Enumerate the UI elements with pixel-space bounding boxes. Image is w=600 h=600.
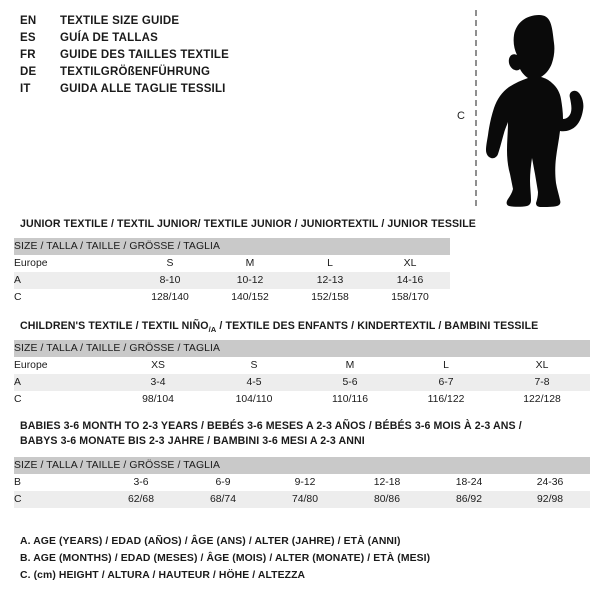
junior-size-table: SIZE / TALLA / TAILLE / GRÖSSE / TAGLIA … <box>14 238 451 306</box>
children-row-europe-v4: XL <box>494 357 591 374</box>
babies-row-c-v4: 86/92 <box>428 491 510 508</box>
table-row: Europe S M L XL <box>14 255 451 272</box>
height-dashed-line <box>475 10 477 206</box>
babies-section-heading-line2: BABYS 3-6 MONATE BIS 2-3 JAHRE / BAMBINI… <box>20 435 365 447</box>
children-heading-post: / TEXTILE DES ENFANTS / KINDERTEXTIL / B… <box>216 320 539 332</box>
children-heading-sub: /A <box>208 325 217 335</box>
junior-section-heading: JUNIOR TEXTILE / TEXTIL JUNIOR/ TEXTILE … <box>20 218 476 230</box>
babies-row-b-v5: 24-36 <box>510 474 591 491</box>
babies-row-b-v3: 12-18 <box>346 474 428 491</box>
babies-row-c-v3: 80/86 <box>346 491 428 508</box>
babies-row-b-v0: 3-6 <box>100 474 182 491</box>
height-measure-label: C <box>457 110 465 122</box>
junior-row-europe-v3: XL <box>370 255 451 272</box>
babies-row-c-v5: 92/98 <box>510 491 591 508</box>
babies-row-b-v2: 9-12 <box>264 474 346 491</box>
junior-row-europe-v1: M <box>210 255 290 272</box>
table-row: C 98/104 104/110 110/116 116/122 122/128 <box>14 391 591 408</box>
language-code-fr: FR <box>20 49 36 61</box>
children-row-a-label: A <box>14 374 110 391</box>
toddler-silhouette-icon <box>486 15 584 207</box>
language-title-de: TEXTILGRÖßENFÜHRUNG <box>60 66 211 78</box>
legend-row-b: B. AGE (MONTHS) / EDAD (MESES) / ÂGE (MO… <box>20 553 431 564</box>
children-row-c-v0: 98/104 <box>110 391 206 408</box>
junior-row-c-v0: 128/140 <box>130 289 210 306</box>
babies-row-c-label: C <box>14 491 100 508</box>
babies-size-table: SIZE / TALLA / TAILLE / GRÖSSE / TAGLIA … <box>14 457 591 508</box>
babies-row-b-v1: 6-9 <box>182 474 264 491</box>
children-row-europe-label: Europe <box>14 357 110 374</box>
children-section-heading: CHILDREN'S TEXTILE / TEXTIL NIÑO/A / TEX… <box>20 319 538 337</box>
language-title-en: TEXTILE SIZE GUIDE <box>60 15 180 27</box>
junior-row-europe-v0: S <box>130 255 210 272</box>
language-code-es: ES <box>20 32 36 44</box>
language-code-de: DE <box>20 66 37 78</box>
babies-row-b-label: B <box>14 474 100 491</box>
babies-row-c-v1: 68/74 <box>182 491 264 508</box>
table-row: C 128/140 140/152 152/158 158/170 <box>14 289 451 306</box>
children-row-a-v2: 5-6 <box>302 374 398 391</box>
junior-row-a-v2: 12-13 <box>290 272 370 289</box>
junior-row-c-v2: 152/158 <box>290 289 370 306</box>
language-row-es: ES GUÍA DE TALLAS <box>20 30 229 47</box>
babies-row-c-v2: 74/80 <box>264 491 346 508</box>
legend-row-c: C. (cm) HEIGHT / ALTURA / HAUTEUR / HÖHE… <box>20 570 306 581</box>
legend-row-a: A. AGE (YEARS) / EDAD (AÑOS) / ÂGE (ANS)… <box>20 536 401 547</box>
junior-row-a-v3: 14-16 <box>370 272 451 289</box>
junior-row-c-label: C <box>14 289 130 306</box>
language-row-de: DE TEXTILGRÖßENFÜHRUNG <box>20 64 229 81</box>
children-row-c-v4: 122/128 <box>494 391 591 408</box>
language-header: EN TEXTILE SIZE GUIDE ES GUÍA DE TALLAS … <box>20 13 229 98</box>
table-row: C 62/68 68/74 74/80 80/86 86/92 92/98 <box>14 491 591 508</box>
children-heading-pre: CHILDREN'S TEXTILE / TEXTIL NIÑO <box>20 320 209 332</box>
language-row-fr: FR GUIDE DES TAILLES TEXTILE <box>20 47 229 64</box>
children-row-europe-v3: L <box>398 357 494 374</box>
children-row-europe-v1: S <box>206 357 302 374</box>
junior-row-c-v1: 140/152 <box>210 289 290 306</box>
language-title-fr: GUIDE DES TAILLES TEXTILE <box>60 49 229 61</box>
language-code-it: IT <box>20 83 31 95</box>
junior-row-europe-label: Europe <box>14 255 130 272</box>
children-row-a-v0: 3-4 <box>110 374 206 391</box>
children-row-a-v3: 6-7 <box>398 374 494 391</box>
children-row-a-v4: 7-8 <box>494 374 591 391</box>
junior-row-a-v0: 8-10 <box>130 272 210 289</box>
junior-row-a-label: A <box>14 272 130 289</box>
children-size-table: SIZE / TALLA / TAILLE / GRÖSSE / TAGLIA … <box>14 340 591 408</box>
children-row-c-v2: 110/116 <box>302 391 398 408</box>
junior-row-europe-v2: L <box>290 255 370 272</box>
children-row-europe-v2: M <box>302 357 398 374</box>
legend-block: A. AGE (YEARS) / EDAD (AÑOS) / ÂGE (ANS)… <box>20 533 430 584</box>
table-row: A 3-4 4-5 5-6 6-7 7-8 <box>14 374 591 391</box>
language-code-en: EN <box>20 15 37 27</box>
children-row-c-v1: 104/110 <box>206 391 302 408</box>
language-title-es: GUÍA DE TALLAS <box>60 32 158 44</box>
table-row: B 3-6 6-9 9-12 12-18 18-24 24-36 <box>14 474 591 491</box>
babies-section-heading-line1: BABIES 3-6 MONTH TO 2-3 YEARS / BEBÉS 3-… <box>20 420 522 432</box>
junior-band-label: SIZE / TALLA / TAILLE / GRÖSSE / TAGLIA <box>14 238 451 255</box>
children-row-europe-v0: XS <box>110 357 206 374</box>
children-row-c-v3: 116/122 <box>398 391 494 408</box>
children-table-band: SIZE / TALLA / TAILLE / GRÖSSE / TAGLIA <box>14 340 591 357</box>
height-measurement-figure: C <box>440 5 600 210</box>
babies-row-b-v4: 18-24 <box>428 474 510 491</box>
table-row: A 8-10 10-12 12-13 14-16 <box>14 272 451 289</box>
table-row: Europe XS S M L XL <box>14 357 591 374</box>
junior-row-a-v1: 10-12 <box>210 272 290 289</box>
babies-band-label: SIZE / TALLA / TAILLE / GRÖSSE / TAGLIA <box>14 457 591 474</box>
children-row-a-v1: 4-5 <box>206 374 302 391</box>
junior-row-c-v3: 158/170 <box>370 289 451 306</box>
babies-row-c-v0: 62/68 <box>100 491 182 508</box>
children-band-label: SIZE / TALLA / TAILLE / GRÖSSE / TAGLIA <box>14 340 591 357</box>
language-row-en: EN TEXTILE SIZE GUIDE <box>20 13 229 30</box>
language-title-it: GUIDA ALLE TAGLIE TESSILI <box>60 83 226 95</box>
children-row-c-label: C <box>14 391 110 408</box>
babies-table-band: SIZE / TALLA / TAILLE / GRÖSSE / TAGLIA <box>14 457 591 474</box>
language-row-it: IT GUIDA ALLE TAGLIE TESSILI <box>20 81 229 98</box>
junior-table-band: SIZE / TALLA / TAILLE / GRÖSSE / TAGLIA <box>14 238 451 255</box>
